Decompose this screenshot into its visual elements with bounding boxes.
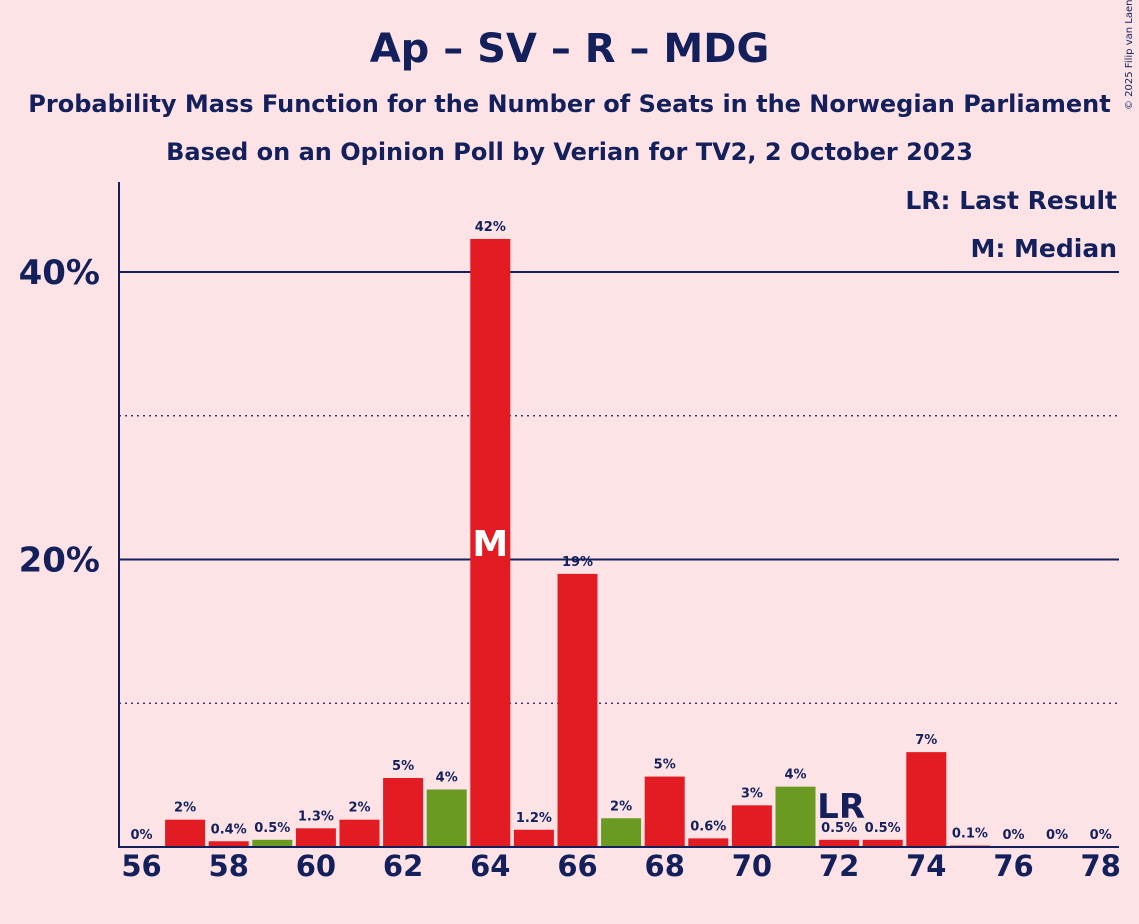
bar: [252, 839, 293, 847]
bar: [295, 828, 336, 847]
x-tick-label: 78: [1081, 849, 1121, 883]
bar: [513, 829, 554, 847]
bar-value-label: 0%: [1002, 828, 1024, 843]
x-tick-label: 56: [121, 849, 161, 883]
legend-median: M: Median: [970, 234, 1117, 263]
bar-value-label: 7%: [915, 733, 937, 748]
bar: [383, 778, 424, 847]
last-result-marker: LR: [817, 787, 865, 827]
bar: [731, 805, 772, 847]
x-tick-label: 58: [209, 849, 249, 883]
bar-value-label: 4%: [784, 768, 806, 783]
x-tick-label: 70: [732, 849, 772, 883]
bar-value-label: 1.3%: [298, 809, 334, 824]
bar-value-label: 0%: [1046, 828, 1068, 843]
bar: [470, 238, 511, 847]
bar: [688, 838, 729, 847]
bar-value-label: 4%: [436, 771, 458, 786]
x-tick-label: 76: [993, 849, 1033, 883]
y-tick-label: 40%: [19, 253, 100, 293]
bar-value-label: 0.6%: [690, 819, 726, 834]
y-tick-label: 20%: [19, 541, 100, 581]
bar: [165, 819, 206, 847]
bar-value-label: 3%: [741, 786, 763, 801]
chart-title: Ap – SV – R – MDG: [369, 26, 770, 72]
bar-value-label: 5%: [654, 758, 676, 773]
bar-value-label: 0%: [1090, 828, 1112, 843]
bar-value-label: 1.2%: [516, 811, 552, 826]
bar-value-label: 19%: [562, 555, 593, 570]
bar: [644, 776, 685, 847]
x-tick-label: 60: [296, 849, 336, 883]
bar: [775, 786, 816, 847]
x-tick-label: 66: [557, 849, 597, 883]
x-tick-label: 74: [906, 849, 946, 883]
bar: [819, 839, 860, 847]
legend-last-result: LR: Last Result: [905, 186, 1117, 215]
x-tick-label: 68: [645, 849, 685, 883]
bar: [339, 819, 380, 847]
bar: [208, 841, 249, 847]
bar-value-label: 0.5%: [254, 821, 290, 836]
x-tick-label: 62: [383, 849, 423, 883]
median-marker: M: [472, 524, 508, 565]
x-tick-label: 64: [470, 849, 510, 883]
bar: [906, 752, 947, 847]
bar: [426, 789, 467, 847]
chart-subtitle: Probability Mass Function for the Number…: [28, 90, 1111, 118]
bar-value-label: 0%: [130, 828, 152, 843]
x-tick-label: 72: [819, 849, 859, 883]
bar: [862, 839, 903, 847]
bar-value-label: 0.5%: [865, 821, 901, 836]
bar-value-label: 0.5%: [821, 821, 857, 836]
bar-value-label: 2%: [174, 801, 196, 816]
bar-value-label: 2%: [348, 801, 370, 816]
bar-value-label: 42%: [475, 220, 506, 235]
bar: [601, 818, 642, 847]
bar-value-label: 5%: [392, 759, 414, 774]
bar: [557, 573, 598, 847]
bar-value-label: 0.4%: [211, 822, 247, 837]
bar-value-label: 2%: [610, 799, 632, 814]
bar-value-label: 0.1%: [952, 827, 988, 842]
chart-subtitle-2: Based on an Opinion Poll by Verian for T…: [166, 138, 973, 166]
